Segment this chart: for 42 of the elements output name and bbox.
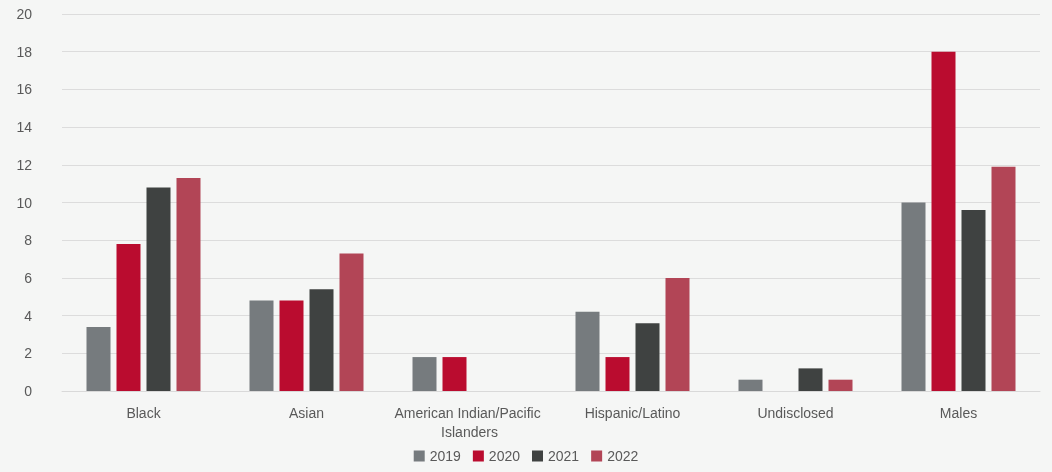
legend-label: 2021 — [548, 448, 580, 464]
y-tick-label: 12 — [16, 156, 33, 173]
y-tick-label: 18 — [16, 43, 33, 60]
bar — [339, 253, 364, 391]
y-tick-label: 10 — [16, 194, 33, 211]
x-tick-label: Asian — [288, 404, 325, 421]
bar — [116, 243, 141, 391]
bar — [86, 326, 111, 391]
bar — [442, 357, 467, 391]
x-tick-label: Undisclosed — [757, 404, 834, 421]
bar — [665, 277, 690, 391]
bar — [901, 202, 926, 391]
bar — [738, 379, 763, 391]
bar — [961, 210, 986, 391]
y-tick-label: 20 — [16, 6, 33, 22]
x-tick-label: Hispanic/Latino — [584, 404, 681, 421]
y-tick-label: 14 — [16, 119, 33, 136]
x-tick-label: Black — [126, 404, 162, 421]
y-tick-label: 8 — [24, 232, 33, 249]
bar — [991, 166, 1016, 391]
bar — [828, 379, 853, 391]
bar — [279, 300, 304, 391]
bar — [176, 178, 201, 391]
y-tick-label: 6 — [24, 269, 33, 286]
bar — [635, 323, 660, 391]
legend-label: 2020 — [488, 448, 521, 464]
bar — [249, 300, 274, 391]
bar — [146, 187, 171, 391]
x-tick-label: Males — [939, 404, 978, 421]
x-tick-label: American Indian/Pacific Islanders — [394, 404, 545, 440]
bar — [798, 368, 823, 391]
y-tick-label: 2 — [24, 345, 33, 362]
bar — [605, 357, 630, 391]
y-tick-label: 4 — [24, 307, 33, 324]
legend-label: 2019 — [429, 448, 462, 464]
y-tick-label: 16 — [16, 81, 33, 98]
bar — [309, 289, 334, 391]
bar — [412, 357, 437, 391]
y-tick-label: 0 — [24, 383, 33, 399]
bar — [931, 51, 956, 391]
legend-label: 2022 — [607, 448, 639, 464]
bar — [575, 311, 600, 391]
